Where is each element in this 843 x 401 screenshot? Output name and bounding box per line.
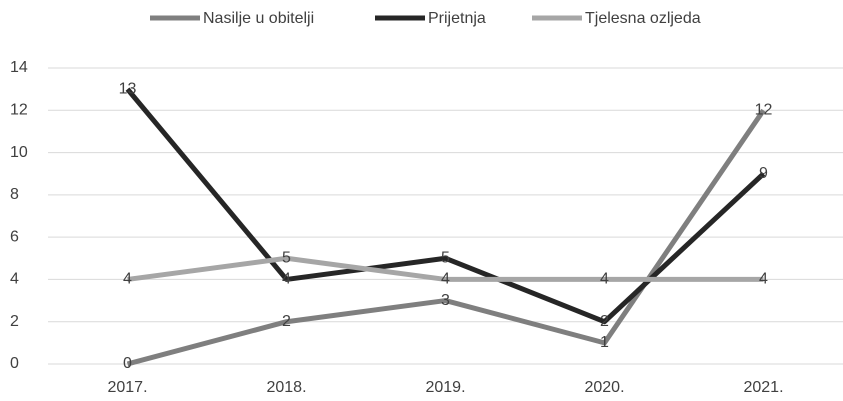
y-tick-label: 6: [10, 228, 19, 245]
data-label: 4: [282, 271, 291, 288]
series-line: [125, 87, 766, 325]
data-label: 2: [282, 313, 291, 330]
data-label: 2: [600, 313, 609, 330]
y-tick-label: 0: [10, 355, 19, 372]
y-tick-label: 12: [10, 102, 28, 119]
y-tick-label: 2: [10, 313, 19, 330]
y-tick-label: 14: [10, 59, 28, 76]
y-tick-label: 8: [10, 186, 19, 203]
data-label: 4: [759, 271, 768, 288]
data-label: 9: [759, 165, 768, 182]
data-label: 13: [119, 80, 137, 97]
data-label: 5: [282, 250, 291, 267]
y-tick-label: 10: [10, 144, 28, 161]
data-label: 0: [123, 355, 132, 372]
data-label: 4: [600, 271, 609, 288]
x-tick-label: 2021.: [743, 379, 783, 396]
legend-label: Prijetnja: [428, 10, 486, 27]
series-line: [127, 255, 764, 282]
x-tick-label: 2020.: [584, 379, 624, 396]
data-label: 1: [600, 334, 609, 351]
legend-label: Tjelesna ozljeda: [585, 10, 701, 27]
y-tick-label: 4: [10, 271, 19, 288]
data-label: 5: [441, 250, 450, 267]
x-tick-label: 2019.: [425, 379, 465, 396]
data-label: 12: [755, 102, 773, 119]
data-label: 4: [123, 271, 132, 288]
series-line: [126, 108, 766, 367]
x-tick-label: 2017.: [107, 379, 147, 396]
x-tick-label: 2018.: [266, 379, 306, 396]
data-label: 3: [441, 292, 450, 309]
legend-label: Nasilje u obitelji: [203, 10, 314, 27]
data-label: 4: [441, 271, 450, 288]
